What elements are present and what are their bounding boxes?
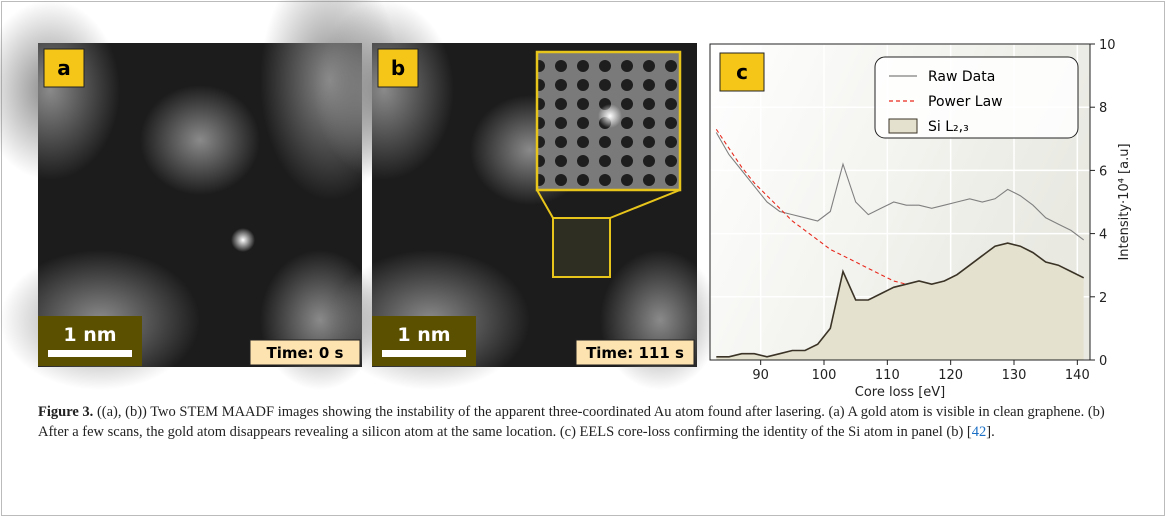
x-tick-label: 100 — [812, 368, 837, 383]
panel-annotations: a 1 nm Time: 0 s b 1 nm Time: 111 s — [38, 48, 695, 366]
legend-label: Si L₂,₃ — [928, 119, 969, 135]
legend-swatch — [888, 118, 918, 134]
y-tick-label: 0 — [1099, 354, 1107, 369]
caption-ref[interactable]: 42 — [971, 424, 987, 440]
caption-text: ((a), (b)) Two STEM MAADF images showing… — [38, 404, 1105, 440]
y-tick-label: 4 — [1099, 228, 1107, 243]
panel-label: c — [736, 60, 748, 84]
caption-label: Figure 3. — [38, 404, 94, 420]
axes-frame — [709, 43, 1091, 361]
panel-label-box — [377, 48, 419, 88]
x-tick-label: 140 — [1065, 368, 1090, 383]
panel-label-box — [43, 48, 85, 88]
panel-label: a — [57, 56, 71, 80]
panel-label: b — [391, 56, 405, 80]
chart: 0 2 4 6 8 10 90 100 110 120 130 140 Core loss [eV] In… — [709, 38, 1132, 400]
panel-label-box — [719, 52, 765, 92]
area — [716, 243, 1084, 360]
y-tick-label: 8 — [1099, 101, 1107, 116]
time-box — [575, 339, 695, 366]
x-tick-label: 90 — [752, 368, 769, 383]
time-label: Time: 111 s — [586, 344, 684, 362]
series-line — [715, 132, 1085, 241]
scale-box — [38, 316, 142, 366]
scale-bar — [382, 350, 466, 357]
time-box — [249, 339, 361, 366]
x-tick-label: 120 — [938, 368, 963, 383]
caption: Figure 3. ((a), (b)) Two STEM MAADF imag… — [38, 402, 1128, 442]
time-label: Time: 0 s — [267, 344, 344, 362]
legend-label: Raw Data — [928, 69, 995, 85]
scale-label: 1 nm — [63, 324, 116, 346]
caption-text: ]. — [986, 424, 995, 440]
y-tick-label: 6 — [1099, 164, 1107, 179]
x-axis-label: Core loss [eV] — [855, 385, 946, 400]
y-tick-label: 2 — [1099, 291, 1107, 306]
x-tick-label: 110 — [875, 368, 900, 383]
legend-label: Power Law — [928, 94, 1003, 110]
y-tick-label: 10 — [1099, 38, 1116, 53]
series-line — [716, 242, 1085, 358]
legend — [874, 56, 1079, 139]
series-line — [715, 128, 1084, 323]
y-axis-label: Intensity·10⁴ [a.u] — [1117, 143, 1132, 260]
x-tick-label: 130 — [1002, 368, 1027, 383]
scale-bar — [48, 350, 132, 357]
scale-label: 1 nm — [397, 324, 450, 346]
scale-box — [372, 316, 476, 366]
